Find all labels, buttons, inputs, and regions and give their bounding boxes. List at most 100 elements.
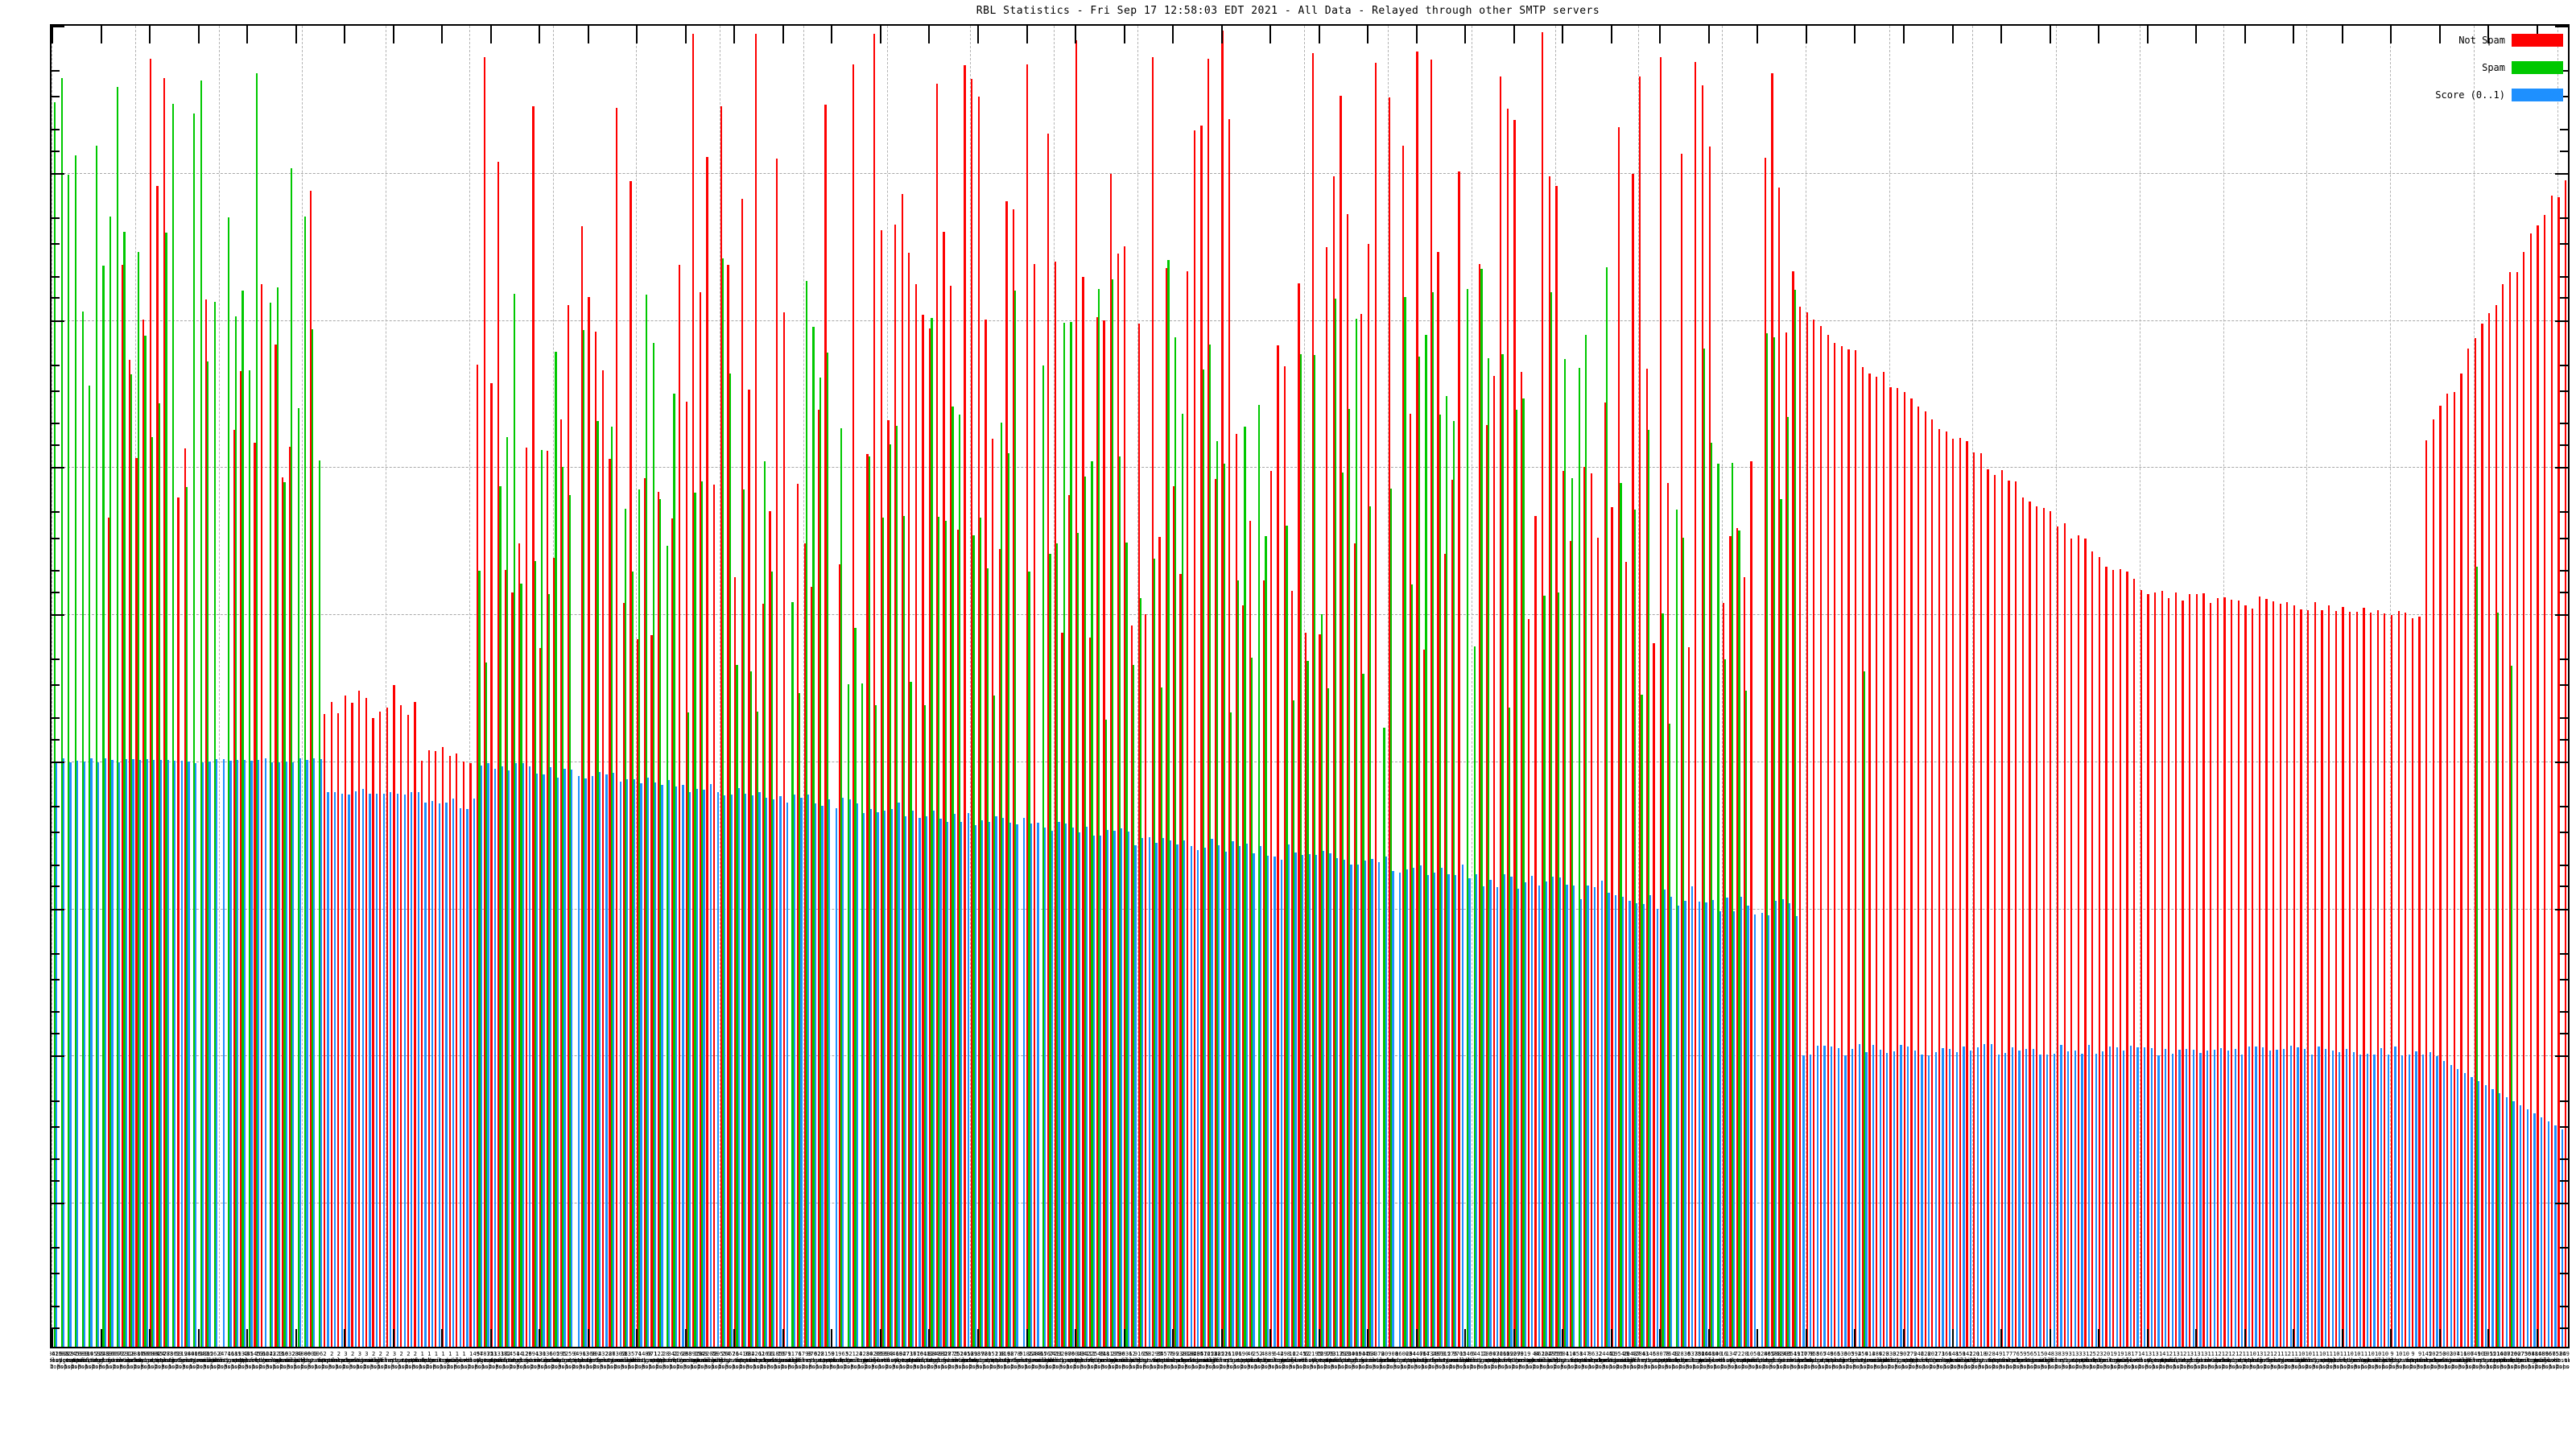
x-tick-top bbox=[1610, 26, 1612, 43]
bar-spam bbox=[485, 663, 488, 1347]
x-tick-bottom bbox=[2244, 1329, 2246, 1347]
bar-score bbox=[1579, 899, 1582, 1347]
bar-spam bbox=[1286, 526, 1288, 1347]
bar-score bbox=[946, 822, 949, 1347]
bar-spam bbox=[986, 568, 989, 1347]
bar-not-spam bbox=[908, 252, 910, 1347]
bar-score bbox=[1858, 1044, 1860, 1347]
bar-score bbox=[556, 778, 559, 1347]
bar-spam bbox=[791, 602, 794, 1347]
bar-spam bbox=[729, 373, 731, 1347]
x-axis-tick-label: 145 spool.out.de 3 hops bbox=[2406, 1351, 2447, 1370]
x-axis-tick-label: 20416 host.mail.br 1 hops bbox=[1181, 1351, 1223, 1370]
bar-spam bbox=[1557, 592, 1559, 1347]
x-tick-bottom bbox=[489, 1329, 492, 1347]
bar-not-spam bbox=[1527, 619, 1530, 1347]
bar-score bbox=[911, 810, 914, 1347]
x-axis-tick-label: 1875 host.mail.co.uk 1 hops bbox=[927, 1351, 978, 1370]
x-axis-tick-label: 1706 node.srv.it 2 hops bbox=[125, 1351, 163, 1370]
bar-score bbox=[348, 794, 350, 1347]
bar-score bbox=[396, 794, 399, 1347]
bar-score bbox=[1816, 1046, 1818, 1347]
bar-not-spam bbox=[1695, 62, 1697, 1347]
bar-score bbox=[564, 769, 566, 1347]
x-tick-top bbox=[1659, 26, 1662, 43]
x-axis-tick-label: 2223 smtp.relay.net 2 hops bbox=[78, 1351, 126, 1370]
y-tick-minor-right bbox=[2560, 978, 2568, 980]
bar-score bbox=[1517, 888, 1520, 1347]
bar-spam bbox=[1662, 613, 1664, 1347]
bar-score bbox=[932, 810, 935, 1347]
bar-spam bbox=[1765, 333, 1769, 1347]
x-axis-tick-label: 12 relay.smtp.org 3 hops bbox=[2215, 1351, 2263, 1370]
x-axis-tick-label: 32 mta.edge.in 1 hops bbox=[1579, 1351, 1617, 1370]
bar-spam bbox=[1550, 292, 1553, 1347]
bar-score bbox=[1698, 901, 1700, 1347]
bar-not-spam bbox=[2363, 607, 2365, 1347]
bar-spam bbox=[979, 517, 982, 1347]
bar-not-spam bbox=[1298, 283, 1300, 1347]
x-axis-tick-label: 4896 gw.mx.ru 2 hops bbox=[2531, 1351, 2559, 1370]
bar-score bbox=[417, 792, 420, 1347]
bar-score bbox=[320, 758, 322, 1347]
x-axis-tick-label: 2750 smtp.relay.br 2 hops bbox=[2502, 1351, 2547, 1370]
bar-spam bbox=[2496, 613, 2500, 1347]
y-tick-minor bbox=[52, 952, 60, 955]
y-tick-minor-right bbox=[2560, 1327, 2568, 1329]
bar-score bbox=[905, 815, 907, 1347]
bar-score bbox=[1336, 857, 1339, 1347]
bar-not-spam bbox=[441, 747, 444, 1347]
bar-score bbox=[1482, 886, 1484, 1347]
x-axis-tick-label: 870 node.srv.co.uk 2 hops bbox=[788, 1351, 836, 1370]
bar-spam bbox=[1738, 530, 1740, 1347]
bar-score bbox=[2199, 1052, 2202, 1347]
bar-score bbox=[1092, 835, 1095, 1347]
bar-not-spam bbox=[699, 291, 702, 1347]
x-axis-tick-label: 1793 mail.host.ru 1 hops bbox=[784, 1351, 826, 1370]
bar-not-spam bbox=[330, 702, 332, 1347]
legend-label: Spam bbox=[2482, 62, 2505, 73]
grid-line-v bbox=[302, 26, 303, 1347]
bar-not-spam bbox=[2397, 611, 2400, 1347]
y-tick-minor-right bbox=[2560, 1158, 2568, 1161]
x-tick-bottom bbox=[1269, 1329, 1272, 1347]
y-tick-minor-right bbox=[2560, 390, 2568, 392]
x-axis-tick-label: 12805 mta.edge.fr 1 hops bbox=[1747, 1351, 1785, 1370]
x-axis-tick-label: 49 spool.out.it 3 hops bbox=[1654, 1351, 1696, 1370]
bar-spam bbox=[53, 102, 56, 1347]
bar-not-spam bbox=[1109, 173, 1113, 1347]
x-axis-tick-label: 2007 mta.edge.org 1 hops bbox=[2496, 1351, 2538, 1370]
bar-spam bbox=[318, 460, 320, 1347]
x-axis-tick-label: 12 mail.host.com 1 hops bbox=[1284, 1351, 1329, 1370]
x-axis-tick-label: 2260 mta.edge.com 1 hops bbox=[659, 1351, 700, 1370]
x-axis-tick-label: 0 spool.out.br 3 hops bbox=[1738, 1351, 1779, 1370]
bar-score bbox=[403, 795, 406, 1347]
bar-score bbox=[2505, 1096, 2508, 1347]
bar-score bbox=[285, 762, 287, 1347]
x-axis-tick-label: 397 edge.mta.net 1 hops bbox=[1473, 1351, 1515, 1370]
x-tick-top bbox=[928, 26, 931, 43]
x-axis-tick-label: 315 srv.node.com 3 hops bbox=[1425, 1351, 1466, 1370]
x-tick-bottom bbox=[2195, 1329, 2198, 1347]
x-axis-tick-label: 31793 spool.out.br 3 hops bbox=[1320, 1351, 1362, 1370]
bar-not-spam bbox=[1938, 428, 1941, 1347]
x-tick-top bbox=[587, 26, 589, 43]
bar-spam bbox=[652, 343, 654, 1347]
bar-not-spam bbox=[1228, 118, 1231, 1347]
x-axis-tick-label: 61 gw.mx.in 2 hops bbox=[610, 1351, 638, 1370]
bar-score bbox=[1879, 1050, 1881, 1347]
x-tick-bottom bbox=[733, 1329, 736, 1347]
x-axis-tick-label: 799 spool.out.de 3 hops bbox=[1154, 1351, 1195, 1370]
bar-not-spam bbox=[233, 429, 235, 1347]
bar-score bbox=[1886, 1052, 1889, 1347]
bar-spam bbox=[95, 145, 98, 1347]
x-axis-tick-label: 11 spool.out.co.uk 3 hops bbox=[2319, 1351, 2371, 1370]
bar-spam bbox=[1571, 478, 1574, 1347]
bar-spam bbox=[213, 302, 217, 1347]
x-tick-top bbox=[2293, 26, 2295, 43]
bar-spam bbox=[1076, 533, 1080, 1347]
bar-score bbox=[1691, 886, 1694, 1347]
bar-not-spam bbox=[1068, 494, 1071, 1347]
bar-spam bbox=[763, 460, 766, 1347]
x-axis-tick-label: 44 host.mail.it 1 hops bbox=[1515, 1351, 1557, 1370]
